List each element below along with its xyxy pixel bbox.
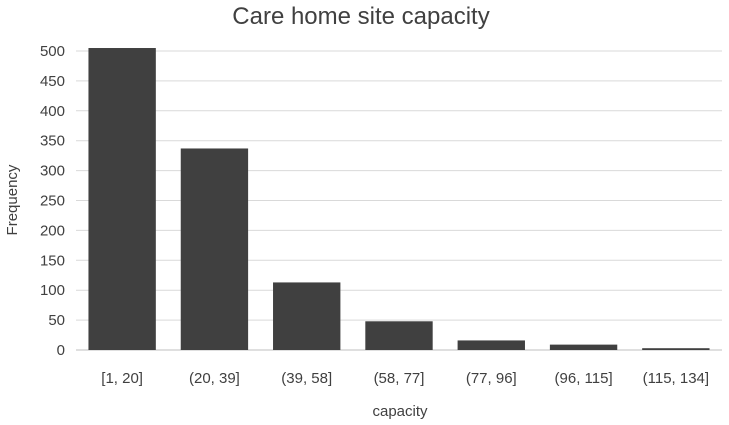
bar [273,282,341,350]
y-tick-label: 50 [48,312,65,329]
x-tick-label: (96, 115] [555,370,613,387]
y-tick-label: 250 [40,193,65,210]
x-tick-label: (20, 39] [189,370,240,387]
y-tick-label: 200 [40,222,65,239]
bar [457,340,525,350]
y-tick-label: 0 [57,342,65,359]
y-tick-label: 100 [40,282,65,299]
y-tick-labels: 0 50 100 150 200 250 300 350 400 450 500 [40,43,65,359]
bar [365,321,433,350]
y-tick-label: 300 [40,163,65,180]
bars [88,48,710,350]
x-tick-label: (58, 77] [374,370,425,387]
gridlines [76,50,722,351]
y-tick-label: 400 [40,103,65,120]
x-tick-label: (39, 58] [281,370,332,387]
bar [642,348,710,350]
y-tick-label: 500 [40,43,65,60]
y-axis-title: Frequency [4,164,21,235]
x-tick-labels: [1, 20] (20, 39] (39, 58] (58, 77] (77, 96] (… [101,370,709,387]
x-axis-title: capacity [372,403,428,420]
y-tick-label: 350 [40,133,65,150]
x-tick-label: (77, 96] [466,370,517,387]
y-tick-label: 150 [40,252,65,269]
bar [180,148,249,350]
x-tick-label: [1, 20] [101,370,143,387]
x-tick-label: (115, 134] [643,370,709,387]
bar [549,344,618,350]
chart-title: Care home site capacity [232,3,489,30]
y-tick-label: 450 [40,73,65,90]
bar [88,48,156,350]
